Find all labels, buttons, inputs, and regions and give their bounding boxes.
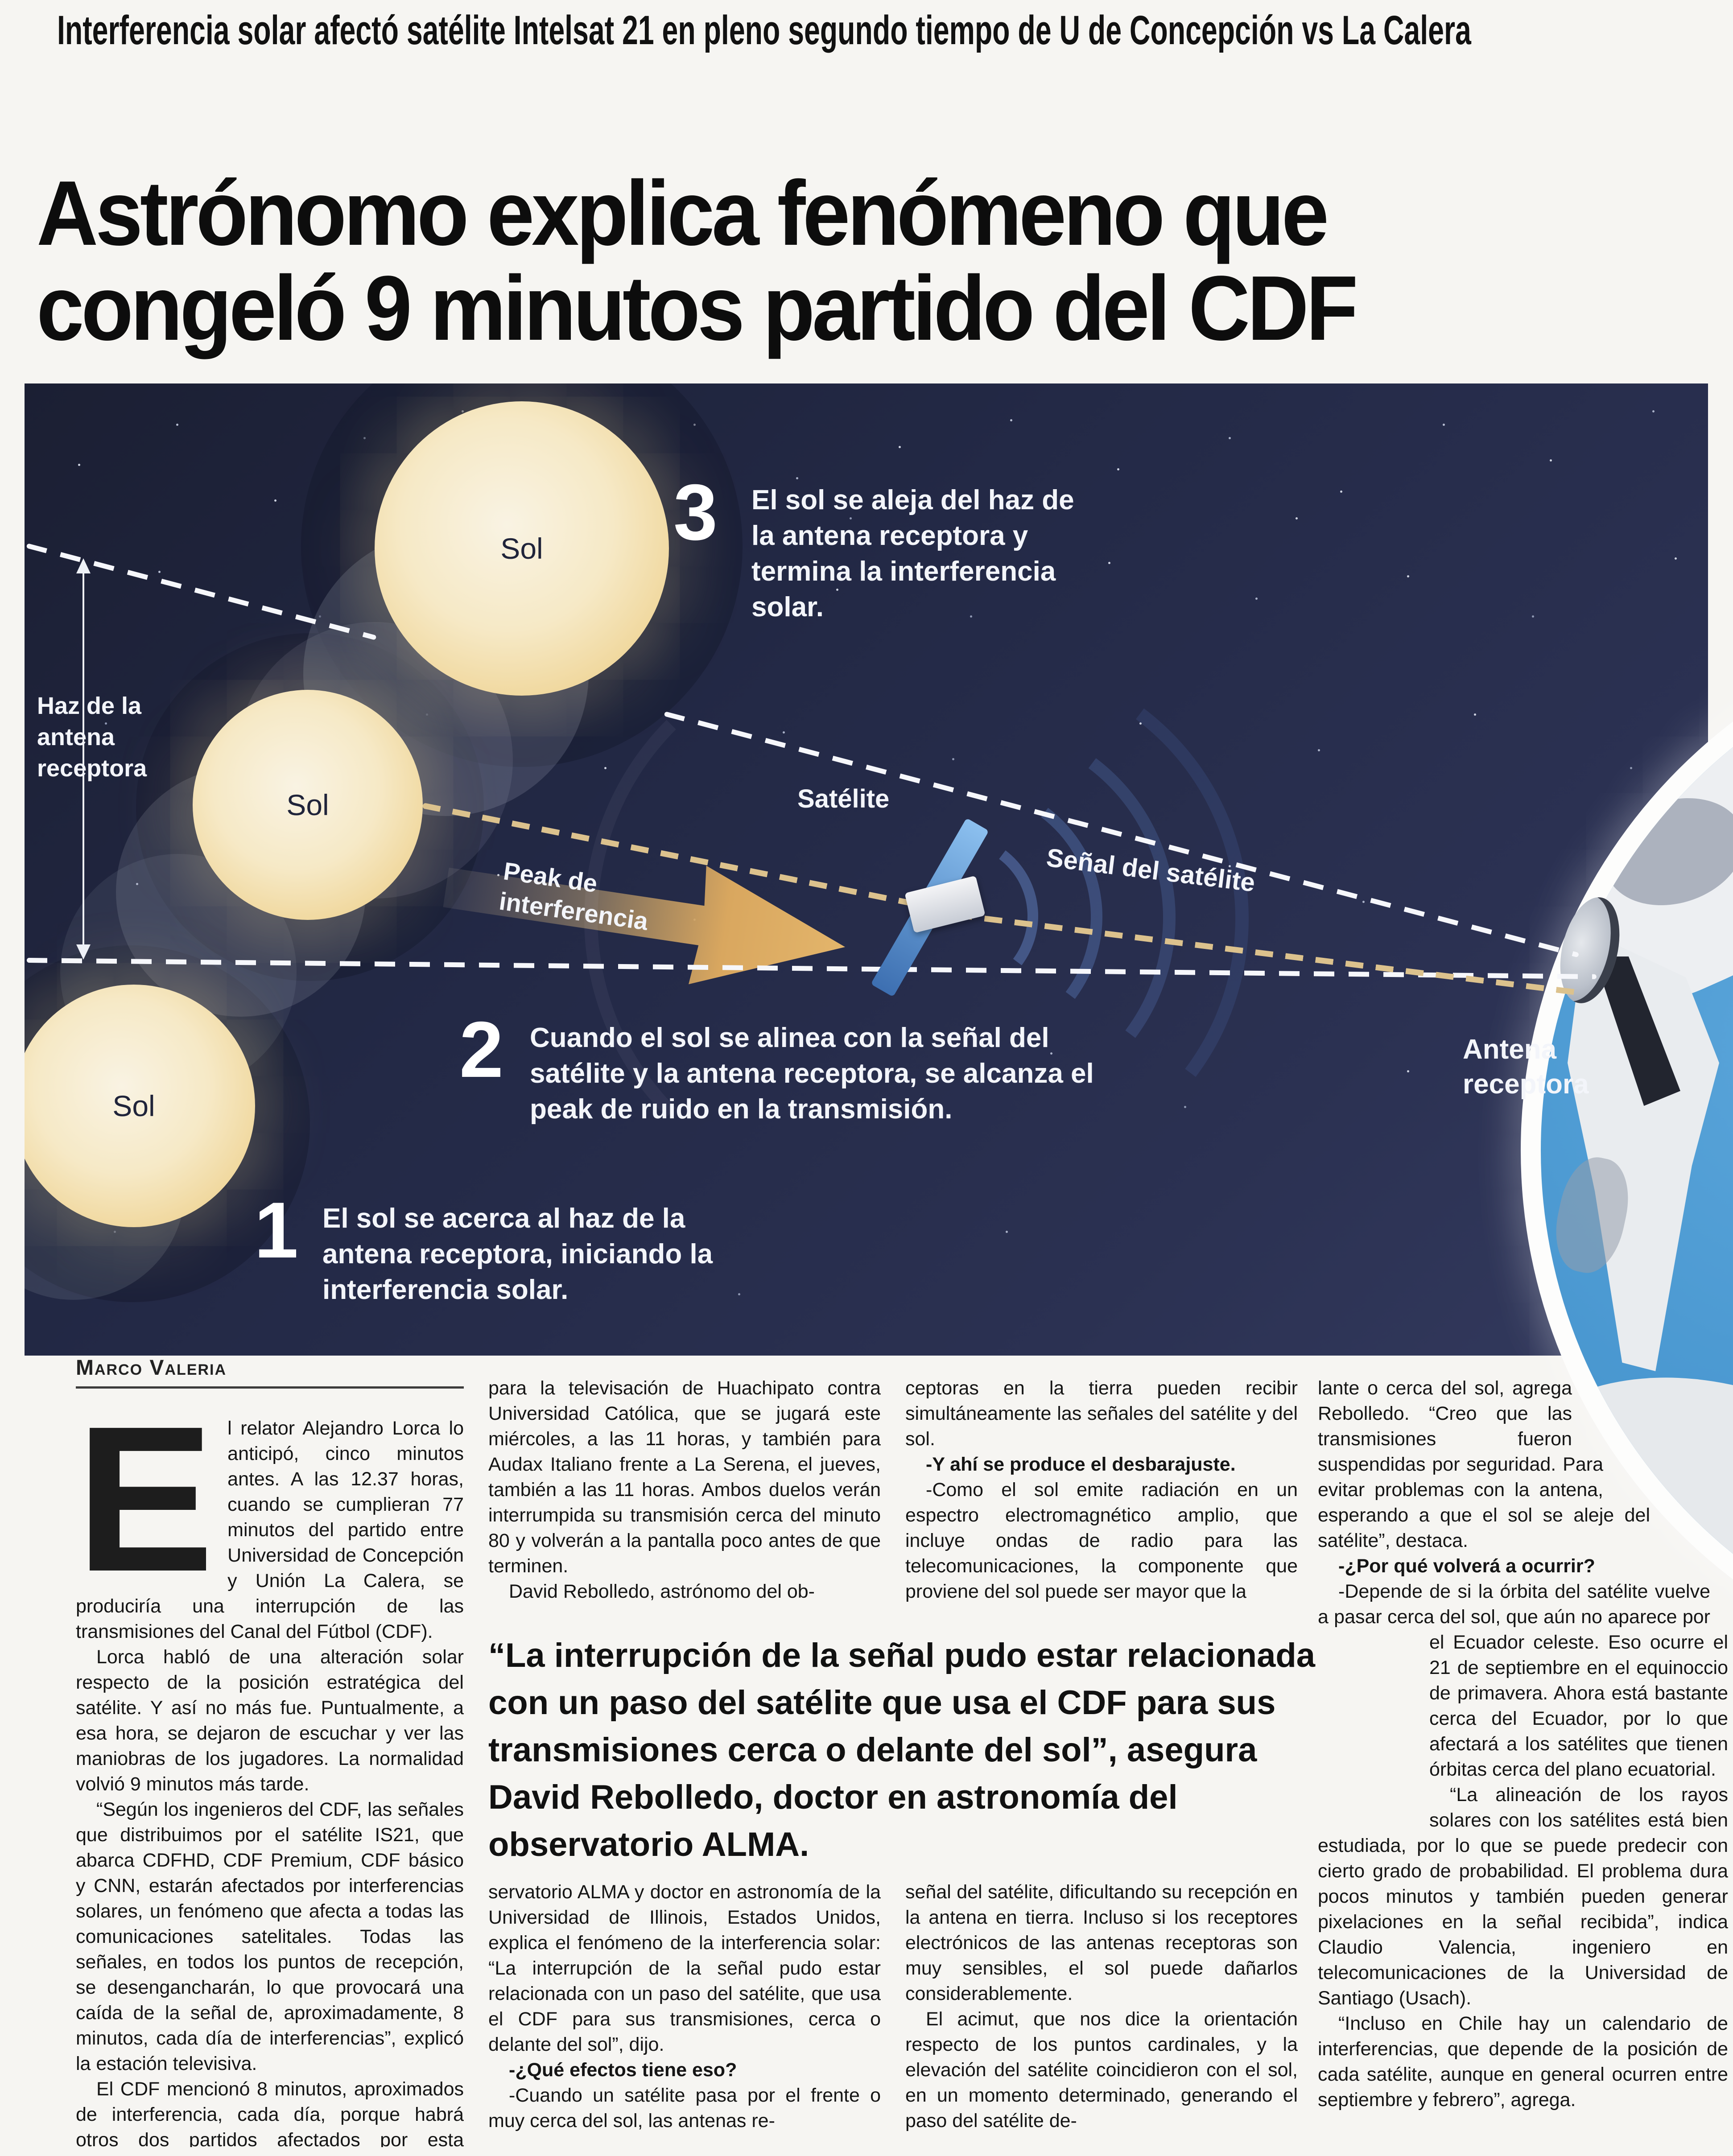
paragraph: Lorca habló de una alteración solar resp… <box>76 1646 464 1795</box>
earth-wrap-spacer <box>1710 1563 1728 1623</box>
paragraph: lante o cerca del sol, agrega Rebolledo.… <box>1318 1377 1650 1551</box>
body-text: l relator Alejandro Lorca lo anticipó, c… <box>76 1418 464 1642</box>
step-1-text: El sol se acerca al haz de la antena rec… <box>322 1203 713 1305</box>
article-column-2-top: para la televisación de Huachipato contr… <box>488 1376 881 1623</box>
arrow-down-icon <box>76 944 91 960</box>
paragraph: David Rebolledo, astrónomo del ob- <box>509 1581 815 1602</box>
article-column-3-top: ceptoras en la tierra pueden recibir sim… <box>905 1376 1298 1623</box>
paragraph: El acimut, que nos dice la orientación r… <box>905 2008 1298 2131</box>
body-text: -Depende de si la órbita del satélite vu… <box>1318 1581 1710 1628</box>
drop-cap: E <box>76 1416 215 1615</box>
solar-interference-infographic: Sol Sol Sol Haz de la ant <box>25 383 1733 1690</box>
beam-width-arrow <box>83 571 84 946</box>
paragraph: -Como el sol emite radiación en un espec… <box>905 1479 1298 1602</box>
byline: Marco Valeria <box>76 1356 464 1389</box>
sun-label: Sol <box>500 532 543 565</box>
sun-position-2: Sol <box>193 690 423 920</box>
step-3-number: 3 <box>673 468 718 557</box>
paragraph: servatorio ALMA y doctor en astronomía d… <box>488 1881 881 2055</box>
interview-question: -Y ahí se produce el desbarajuste. <box>926 1454 1236 1475</box>
page-title: Astrónomo explica fenómeno que congeló 9… <box>37 162 1358 359</box>
kicker: Interferencia solar afectó satélite Inte… <box>57 8 1471 53</box>
quote-wrap-spacer <box>1318 1630 1429 1822</box>
sun-position-3: Sol <box>375 401 669 696</box>
paragraph: “La alineación de los rayos solares con … <box>1318 1784 1728 2009</box>
paragraph: señal del satélite, dificultando su rece… <box>905 1881 1298 2004</box>
sun-label: Sol <box>286 788 329 821</box>
paragraph: para la televisación de Huachipato contr… <box>488 1377 881 1577</box>
paragraph: ceptoras en la tierra pueden recibir sim… <box>905 1377 1298 1450</box>
earth-wrap-spacer <box>1572 1376 1728 1438</box>
arrow-up-icon <box>76 558 91 573</box>
step-3-text: El sol se aleja del haz de la antena rec… <box>751 485 1074 622</box>
interview-question: -¿Por qué volverá a ocurrir? <box>1338 1555 1595 1577</box>
paragraph: “Según los ingenieros del CDF, las señal… <box>76 1799 464 2074</box>
stars <box>25 383 27 386</box>
sun-label: Sol <box>112 1089 155 1122</box>
earth-wrap-spacer <box>1650 1501 1728 1563</box>
paragraph: -Cuando un satélite pasa por el frente o… <box>488 2085 881 2131</box>
paragraph: El CDF mencionó 8 minutos, aproximados d… <box>76 2078 464 2147</box>
antenna-label: Antena receptora <box>1463 1034 1589 1100</box>
satellite-label: Satélite <box>797 784 890 813</box>
step-2-number: 2 <box>459 1005 503 1094</box>
beam-label: Haz de la antena receptora <box>37 693 147 782</box>
article-column-2-bottom: servatorio ALMA y doctor en astronomía d… <box>488 1880 881 2152</box>
step-2-text: Cuando el sol se alinea con la señal del… <box>530 1022 1094 1125</box>
pull-quote: “La interrupción de la señal pudo estar … <box>488 1637 1316 1863</box>
starfield-background: Sol Sol Sol <box>25 383 1708 1356</box>
step-1-number: 1 <box>254 1186 298 1274</box>
earth-globe <box>1541 631 1733 1670</box>
body-text: aparece por el Ecuador celeste. Eso ocur… <box>1429 1606 1728 1780</box>
paragraph: -Depende de si la órbita del satélite vu… <box>1318 1579 1728 1782</box>
article-column-3-bottom: señal del satélite, dificultando su rece… <box>905 1880 1298 2152</box>
paragraph: “Incluso en Chile hay un calendario de i… <box>1318 2013 1728 2111</box>
earth-wrap-spacer <box>1603 1438 1728 1501</box>
sun-position-1: Sol <box>25 985 255 1227</box>
interview-question: -¿Qué efectos tiene eso? <box>509 2059 737 2081</box>
article-column-4: lante o cerca del sol, agrega Rebolledo.… <box>1318 1376 1728 2152</box>
